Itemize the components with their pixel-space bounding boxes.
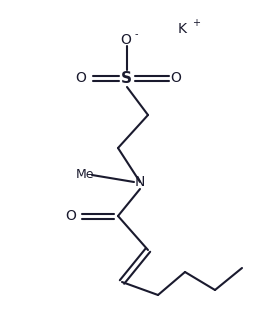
Text: O: O xyxy=(65,209,76,223)
Text: O: O xyxy=(120,33,131,47)
Text: Me: Me xyxy=(76,168,94,181)
Text: S: S xyxy=(121,71,132,86)
Text: O: O xyxy=(75,71,86,85)
Text: -: - xyxy=(135,29,138,39)
Text: O: O xyxy=(170,71,181,85)
Text: K: K xyxy=(178,22,187,36)
Text: +: + xyxy=(192,18,200,28)
Text: N: N xyxy=(135,175,145,189)
